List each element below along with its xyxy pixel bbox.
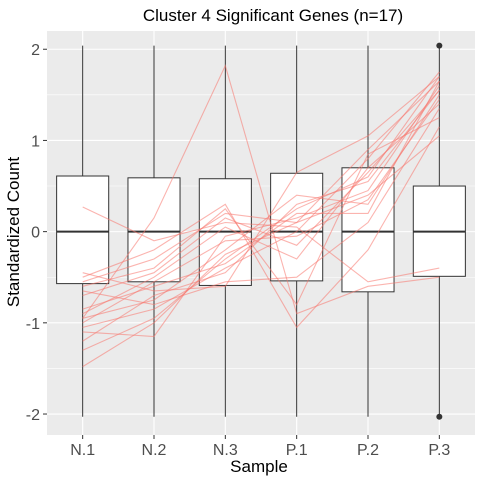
y-tick-label: 2 [31,42,40,59]
box-body [342,168,394,292]
y-tick-label: 1 [31,133,40,150]
plot-panel [47,31,475,435]
outlier-point [436,414,442,420]
x-axis: N.1 N.2 N.3 P.1 P.2 P.3 [70,435,450,459]
x-tick-label: P.3 [428,442,450,459]
x-tick-label: P.1 [286,442,308,459]
box-body [128,178,180,282]
y-tick-label: 0 [31,225,40,242]
outlier-point [436,43,442,49]
x-tick-label: N.1 [70,442,95,459]
y-tick-label: -2 [26,407,40,424]
chart-title: Cluster 4 Significant Genes (n=17) [143,6,403,25]
box-body [57,176,109,284]
x-tick-label: N.2 [142,442,167,459]
x-tick-label: P.2 [357,442,379,459]
y-tick-label: -1 [26,316,40,333]
y-axis: -2 -1 0 1 2 [26,42,47,424]
x-axis-title: Sample [230,457,288,476]
y-axis-title: Standardized Count [4,157,23,308]
